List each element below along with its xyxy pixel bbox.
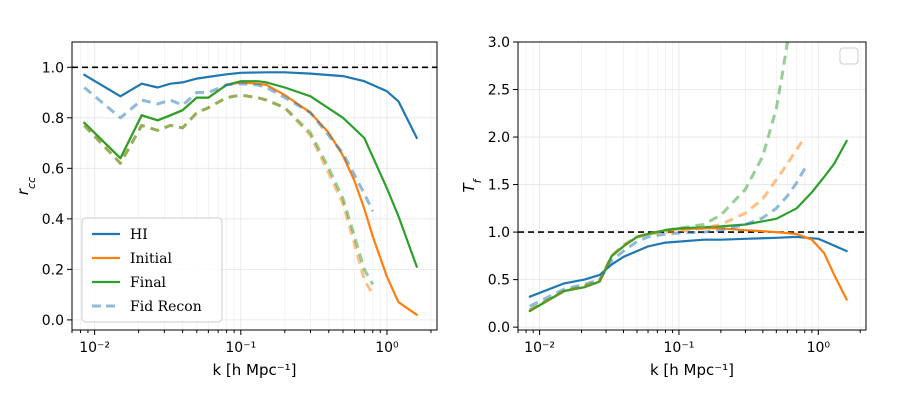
y-axis-label-subscript: f — [471, 177, 484, 183]
series-line-final — [83, 80, 418, 268]
legend-label-final: Final — [130, 275, 167, 291]
y-tick-label: 1.5 — [488, 178, 510, 194]
x-tick-label: 10⁻² — [79, 340, 110, 356]
series-line-hi — [528, 235, 848, 298]
y-axis-label: rcc — [14, 177, 38, 195]
y-tick-label: 0.8 — [42, 111, 64, 127]
y-axis-label: Tf — [460, 177, 484, 192]
y-tick-label: 0.0 — [42, 313, 64, 329]
series-line-final-recon — [529, 42, 789, 312]
x-axis-label: k [h Mpc⁻¹] — [650, 361, 734, 379]
legend-label-hi: HI — [130, 227, 148, 243]
y-tick-label: 3.0 — [488, 35, 510, 51]
x-axis-label: k [h Mpc⁻¹] — [212, 361, 296, 379]
series-line-fid-recon — [529, 167, 807, 308]
x-tick-label: 10⁻¹ — [225, 340, 256, 356]
y-tick-label: 0.4 — [42, 212, 64, 228]
grid — [517, 41, 866, 330]
series-group — [528, 42, 848, 313]
y-tick-label: 1.0 — [42, 60, 64, 76]
y-tick-label: 0.6 — [42, 161, 64, 177]
series-line-hi — [83, 71, 418, 140]
x-tick-label: 10⁻¹ — [664, 340, 695, 356]
legend-label-fid-recon: Fid Recon — [130, 299, 202, 315]
legend-box — [81, 217, 223, 323]
axes-frame — [71, 41, 438, 331]
y-tick-label: 0.5 — [488, 273, 510, 289]
legend: HI Initial Final Fid Recon — [81, 217, 223, 323]
series-group — [83, 71, 418, 316]
x-tick-label: 10⁰ — [375, 340, 399, 356]
panel-right-transfer: 10⁻² 10⁻¹ 10⁰ 0.0 0.5 1.0 1.5 2.0 2.5 3.0 k [h Mpc… — [460, 35, 867, 379]
y-tick-label: 1.0 — [488, 225, 510, 241]
y-tick-label: 2.5 — [488, 83, 510, 99]
y-tick-label: 2.0 — [488, 130, 510, 146]
y-tick-label: 0.2 — [42, 262, 64, 278]
axes-frame — [517, 41, 867, 331]
series-line-initial-recon — [529, 136, 807, 312]
legend-label-initial: Initial — [130, 251, 172, 267]
panel-left-rcc: 10⁻² 10⁻¹ 10⁰ 0.0 0.2 0.4 0.6 0.8 1.0 k [h Mpc⁻¹]… — [14, 41, 438, 379]
x-tick-label: 10⁰ — [807, 340, 831, 356]
x-tick-label: 10⁻² — [524, 340, 555, 356]
y-axis-label-subscript: cc — [25, 177, 38, 189]
legend-box-empty — [839, 47, 859, 65]
series-line-final-recon — [83, 93, 375, 286]
y-tick-label: 0.0 — [488, 320, 510, 336]
series-line-fid-recon — [83, 82, 375, 212]
